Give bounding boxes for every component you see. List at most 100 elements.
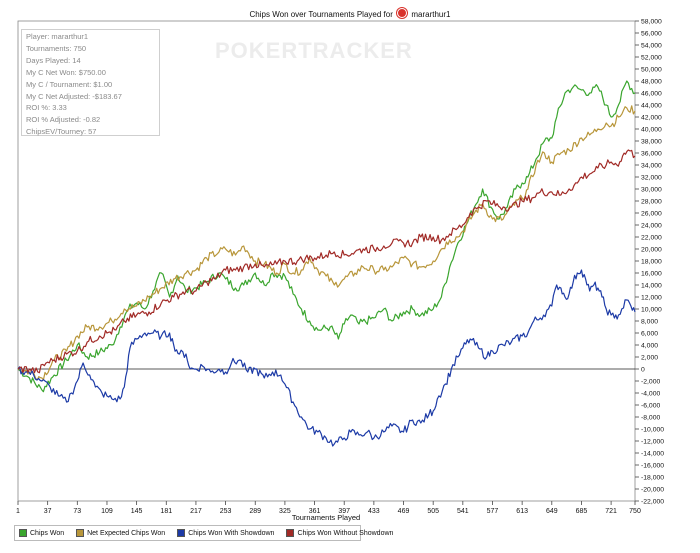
legend-swatch (76, 529, 85, 537)
y-tick-label: -22,000 (641, 499, 664, 506)
y-axis: -22,000 -20,000 -18,000 -16,000 -14,000 -12,0… (635, 19, 664, 506)
legend-swatch (177, 529, 186, 537)
legend-item[interactable]: Chips Won Without Showdown (286, 529, 393, 537)
chart-legend: Chips Won Net Expected Chips Won Chips W… (14, 525, 393, 541)
poker-chip-icon (397, 8, 408, 18)
y-tick-label: 16,000 (641, 271, 662, 278)
y-tick-label: 6,000 (641, 331, 658, 338)
x-tick-label: 325 (279, 508, 291, 515)
x-tick-label: 145 (131, 508, 143, 515)
chart-title: Chips Won over Tournaments Played for ma… (0, 8, 700, 19)
y-tick-label: 0 (641, 367, 645, 374)
x-tick-label: 217 (190, 508, 202, 515)
y-tick-label: 56,000 (641, 31, 662, 38)
legend-item[interactable]: Net Expected Chips Won (76, 529, 165, 537)
legend-swatch (19, 529, 27, 537)
y-tick-label: 46,000 (641, 91, 662, 98)
legend-swatch (286, 529, 295, 537)
y-tick-label: -2,000 (641, 379, 660, 386)
x-tick-label: 433 (368, 508, 380, 515)
y-tick-label: 24,000 (641, 223, 662, 230)
y-tick-label: 50,000 (641, 67, 662, 74)
legend-label: Chips Won Without Showdown (297, 529, 394, 537)
x-tick-label: 253 (220, 508, 232, 515)
y-tick-label: 4,000 (641, 343, 658, 350)
x-tick-label: 541 (457, 508, 469, 515)
chart-title-text: Chips Won over Tournaments Played for (249, 10, 393, 19)
y-tick-label: 48,000 (641, 79, 662, 86)
y-tick-label: 52,000 (641, 55, 662, 62)
y-tick-label: 38,000 (641, 139, 662, 146)
stat-roi-adjusted: ROI % Adjusted: -0.82 (26, 115, 101, 125)
y-tick-label: 42,000 (641, 115, 662, 122)
stat-days-played: Days Played: 14 (26, 55, 81, 65)
series-line-1 (17, 80, 636, 393)
x-tick-label: 1 (16, 508, 20, 515)
y-tick-label: 44,000 (641, 103, 662, 110)
y-tick-label: 22,000 (641, 235, 662, 242)
y-tick-label: -20,000 (641, 487, 664, 494)
y-tick-label: 28,000 (641, 199, 662, 206)
stat-net-won: My C Net Won: $750.00 (26, 67, 106, 77)
y-tick-label: 2,000 (641, 355, 658, 362)
x-tick-label: 109 (101, 508, 113, 515)
legend-item[interactable]: Chips Won (19, 529, 64, 537)
stat-tournaments: Tournaments: 750 (26, 43, 87, 53)
series-line-2 (17, 105, 636, 381)
y-tick-label: 20,000 (641, 247, 662, 254)
series-line-3 (17, 269, 636, 447)
x-tick-label: 73 (73, 508, 81, 515)
x-tick-label: 613 (516, 508, 528, 515)
x-tick-label: 181 (160, 508, 172, 515)
y-tick-label: 54,000 (641, 43, 662, 50)
y-tick-label: 36,000 (641, 151, 662, 158)
legend-item[interactable]: Chips Won With Showdown (177, 529, 274, 537)
y-tick-label: -4,000 (641, 391, 660, 398)
x-tick-label: 721 (605, 508, 617, 515)
y-tick-label: 12,000 (641, 295, 662, 302)
y-tick-label: 26,000 (641, 211, 662, 218)
x-tick-label: 397 (338, 508, 350, 515)
poker-tracker-watermark: POKERTRACKER (215, 38, 413, 63)
stat-per-tournament: My C / Tournament: $1.00 (26, 79, 113, 89)
x-tick-label: 469 (398, 508, 410, 515)
x-tick-label: 37 (44, 508, 52, 515)
series-group (17, 80, 636, 447)
stat-roi: ROI %: 3.33 (26, 103, 67, 113)
y-tick-label: 14,000 (641, 283, 662, 290)
y-tick-label: -12,000 (641, 439, 664, 446)
x-axis-label: Tournaments Played (292, 513, 360, 522)
x-axis: 1 37 73 109 145 181 217 253 289 325 361 397 433 469 50… (16, 501, 641, 515)
y-tick-label: 30,000 (641, 187, 662, 194)
stat-chipsev: ChipsEV/Tourney: 57 (26, 127, 97, 137)
y-tick-label: 10,000 (641, 307, 662, 314)
y-tick-label: -16,000 (641, 463, 664, 470)
stat-net-adjusted: My C Net Adjusted: -$183.67 (26, 91, 122, 101)
y-tick-label: 40,000 (641, 127, 662, 134)
stat-player: Player: mararthur1 (26, 32, 89, 41)
y-tick-label: 58,000 (641, 19, 662, 26)
x-tick-label: 750 (629, 508, 641, 515)
x-tick-label: 505 (427, 508, 439, 515)
x-tick-label: 289 (249, 508, 261, 515)
legend-label: Net Expected Chips Won (87, 529, 166, 537)
y-tick-label: 18,000 (641, 259, 662, 266)
legend-label: Chips Won With Showdown (188, 529, 275, 537)
y-tick-label: -10,000 (641, 427, 664, 434)
y-tick-label: 32,000 (641, 175, 662, 182)
chart-title-player: mararthur1 (411, 10, 451, 19)
y-tick-label: 34,000 (641, 163, 662, 170)
x-tick-label: 577 (487, 508, 499, 515)
y-tick-label: -8,000 (641, 415, 660, 422)
series-line-4 (17, 149, 636, 374)
legend-label: Chips Won (30, 529, 65, 537)
y-tick-label: 8,000 (641, 319, 658, 326)
y-tick-label: -6,000 (641, 403, 660, 410)
x-tick-label: 685 (576, 508, 588, 515)
stats-box: Player: mararthur1 Tournaments: 750 Days… (21, 29, 160, 136)
y-tick-label: -18,000 (641, 475, 664, 482)
x-tick-label: 361 (309, 508, 321, 515)
y-tick-label: -14,000 (641, 451, 664, 458)
x-tick-label: 649 (546, 508, 558, 515)
